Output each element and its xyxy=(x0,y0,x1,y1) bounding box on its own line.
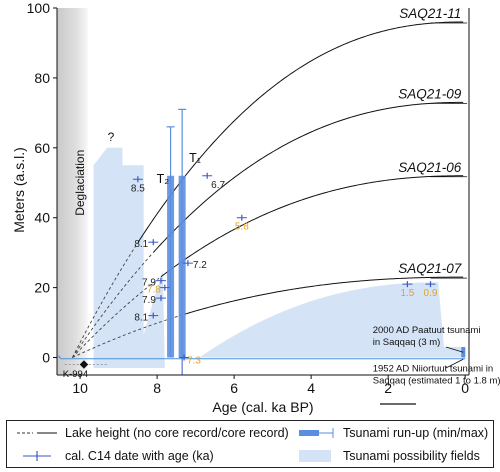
c14-date-label: 7.2 xyxy=(193,260,207,271)
legend-label-field: Tsunami possibility fields xyxy=(343,449,480,463)
deglaciation-zone xyxy=(57,8,88,375)
deglaciation-label: Deglaciation xyxy=(73,150,87,216)
lake-line-saq21-07 xyxy=(183,276,464,315)
lake-line-dashed-saq21-09 xyxy=(72,254,152,358)
k994-marker xyxy=(79,360,89,369)
lake-label-saq21-09: SAQ21-09 xyxy=(398,86,462,101)
lake-label-saq21-11: SAQ21-11 xyxy=(399,6,461,21)
y-tick-label: 60 xyxy=(34,140,50,156)
x-tick-label: 2 xyxy=(384,380,392,396)
sea-level-line xyxy=(58,354,466,360)
event-2000-arrow xyxy=(445,346,464,353)
c14-date-label: 8.5 xyxy=(131,183,145,194)
legend: Lake height (no core record/core record)… xyxy=(6,420,494,468)
lake-line-icon xyxy=(17,432,57,434)
tsunami-label-1: T₂ xyxy=(157,172,170,186)
c14-date-label: 8.1 xyxy=(134,239,148,250)
y-axis-title: Meters (a.s.l.) xyxy=(11,147,27,233)
field-lower-wedge xyxy=(134,270,165,369)
legend-item-lake: Lake height (no core record/core record) xyxy=(15,422,289,444)
y-tick-label: 20 xyxy=(34,280,50,296)
legend-label-runup: Tsunami run-up (min/max) xyxy=(343,426,489,440)
legend-item-runup: Tsunami run-up (min/max) xyxy=(293,422,488,444)
c14-date-label: 5.8 xyxy=(235,222,249,233)
x-tick-label: 10 xyxy=(72,380,88,396)
y-tick-label: 100 xyxy=(27,0,51,16)
event-2000-label: 2000 AD Paatuut tsunami in Saqqaq (3 m) xyxy=(373,325,481,348)
c14-date-label: 7.9 xyxy=(142,295,156,306)
x-tick-label: 4 xyxy=(307,380,315,396)
legend-item-field: Tsunami possibility fields xyxy=(293,445,480,467)
c14-date-label: 8.1 xyxy=(134,313,148,324)
legend-label-c14: cal. C14 date with age (ka) xyxy=(65,449,214,463)
lake-label-saq21-06: SAQ21-06 xyxy=(398,160,462,175)
x-tick-label: 0 xyxy=(461,380,469,396)
x-axis-title: Age (cal. ka BP) xyxy=(212,399,313,415)
legend-label-lake: Lake height (no core record/core record) xyxy=(65,426,289,440)
x-tick-label: 8 xyxy=(153,380,161,396)
x-tick-label: 6 xyxy=(230,380,238,396)
field-swatch-icon xyxy=(299,450,331,462)
legend-item-c14: cal. C14 date with age (ka) xyxy=(15,445,214,467)
field-deglaciation-block xyxy=(93,147,144,369)
lake-label-saq21-07: SAQ21-07 xyxy=(398,261,462,276)
lake-line-dashed-saq21-06 xyxy=(72,277,160,358)
c14-date-label: 7.8 xyxy=(147,285,161,296)
event-1952-arrow xyxy=(445,358,464,369)
c14-date-label: 0.9 xyxy=(424,288,438,299)
tsunami-label-2: T₁ xyxy=(189,151,201,165)
lake-line-saq21-11 xyxy=(137,21,464,243)
question-label: ? xyxy=(108,130,115,144)
tsunami-bar-2000 xyxy=(461,347,466,358)
lake-line-saq21-06 xyxy=(160,175,464,278)
c14-date-label: 1.5 xyxy=(400,288,414,299)
lake-line-dashed-saq21-11 xyxy=(72,245,137,358)
y-tick-label: 80 xyxy=(34,70,50,86)
c14-date-label: 7.9 xyxy=(142,278,156,289)
event-1952-label: 1952 AD Niiortuut tsunami in Saqqaq (esti… xyxy=(373,364,500,387)
k994-label: K-994 xyxy=(63,369,88,380)
y-tick-label: 40 xyxy=(34,210,50,226)
field-saq21-07-dome xyxy=(199,282,464,358)
c14-date-icon xyxy=(23,451,51,461)
c14-date-label: 6.7 xyxy=(211,180,225,191)
runup-bar-icon xyxy=(299,428,334,438)
c14-date-label: 7.3 xyxy=(187,356,201,367)
lake-line-saq21-09 xyxy=(152,101,464,253)
y-tick-label: 0 xyxy=(42,350,50,366)
